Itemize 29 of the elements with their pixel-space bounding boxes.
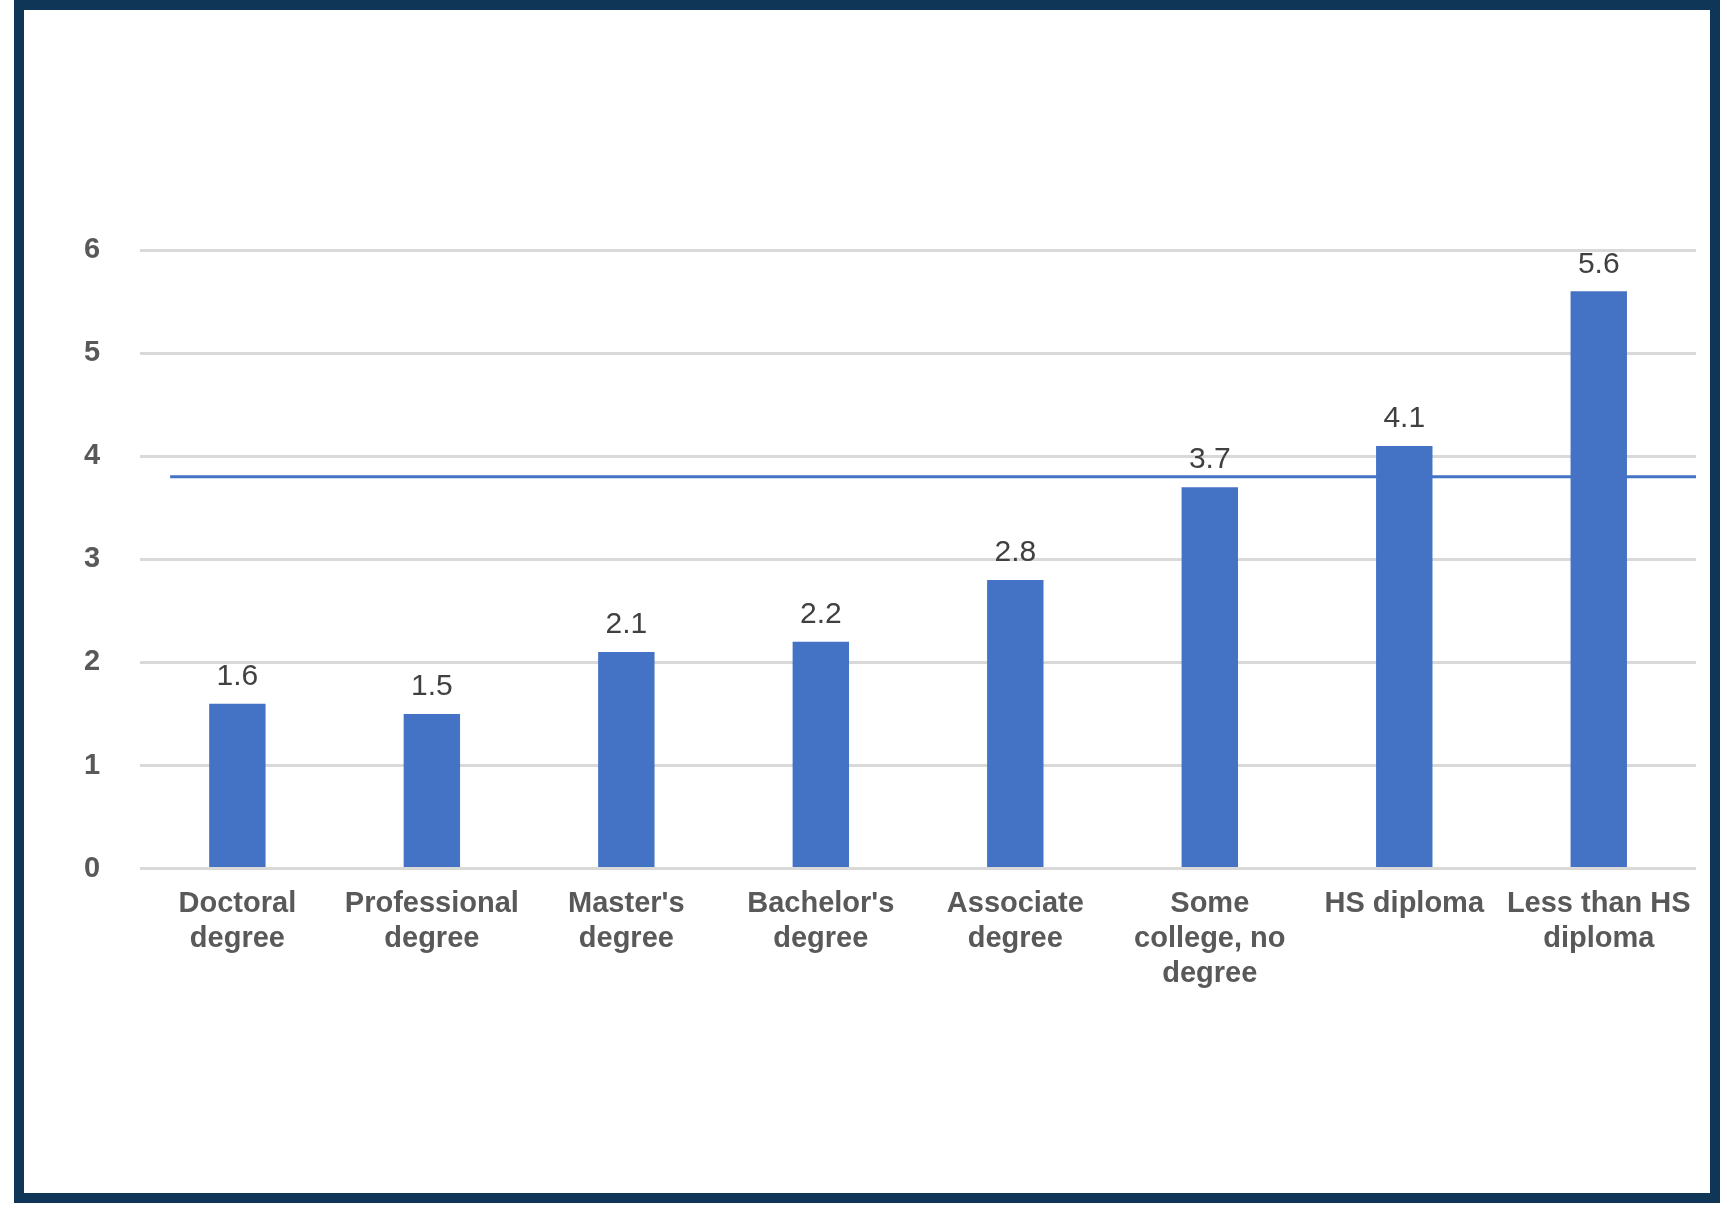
x-tick-label: Associate degree [946, 886, 1084, 953]
bar [987, 579, 1044, 868]
x-tick-label: Less than HS diploma [1506, 886, 1691, 953]
y-tick-label: 1 [83, 747, 101, 780]
y-tick-label: 6 [83, 232, 101, 264]
bar [598, 652, 655, 868]
y-tick-label: 3 [83, 541, 101, 574]
data-label: 5.6 [1577, 245, 1620, 279]
y-tick-label: 2 [83, 644, 101, 677]
x-tick-label: Master's degree [568, 886, 685, 953]
data-label: 3.7 [1188, 441, 1231, 475]
bar [792, 641, 850, 868]
x-tick-label: Professional degree [344, 886, 519, 953]
bar [1181, 487, 1238, 868]
x-tick-label: Bachelor's degree [747, 886, 895, 953]
bar [209, 703, 266, 868]
x-tick-label: Doctoral degree [178, 886, 297, 953]
x-tick-label: Some college, no degree [1134, 886, 1286, 988]
y-tick-label: 0 [83, 850, 101, 883]
data-label: 4.1 [1383, 400, 1426, 434]
data-label: 1.6 [216, 657, 259, 691]
bar [403, 713, 461, 868]
data-label: 2.1 [605, 606, 648, 640]
data-label: 2.2 [799, 596, 842, 630]
data-label: 1.5 [410, 668, 453, 702]
data-label: 2.8 [994, 534, 1037, 568]
y-tick-label: 5 [83, 335, 101, 368]
y-tick-label: 4 [83, 438, 101, 471]
x-tick-label: HS diploma [1324, 886, 1485, 918]
